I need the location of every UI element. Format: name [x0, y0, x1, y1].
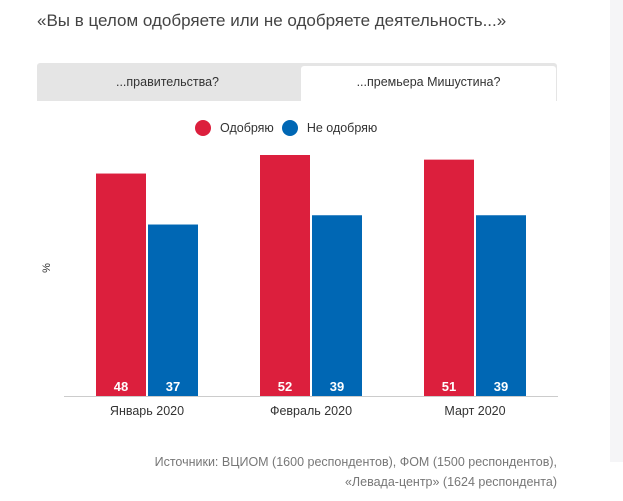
bar-disapprove — [476, 215, 526, 396]
source-line-1: Источники: ВЦИОМ (1600 респондентов), ФО… — [154, 455, 557, 469]
legend-dot-approve — [195, 120, 211, 136]
y-axis-label: % — [40, 263, 53, 273]
bar-disapprove — [312, 215, 362, 396]
legend-item-approve[interactable]: Одобряю — [195, 120, 274, 136]
bar-value-label: 52 — [278, 379, 292, 394]
bar-value-label: 39 — [330, 379, 344, 394]
x-tick-label: Февраль 2020 — [270, 404, 352, 418]
chart-title: «Вы в целом одобряете или не одобряете д… — [37, 11, 507, 30]
legend-label: Не одобряю — [306, 121, 378, 135]
x-tick-label: Январь 2020 — [110, 404, 184, 418]
bar-approve — [424, 159, 474, 396]
side-panel — [610, 0, 623, 462]
legend: Одобряю Не одобряю — [195, 120, 385, 136]
tab-bar: ...правительства? ...премьера Мишустина? — [37, 63, 557, 101]
tab-premier-mishustin[interactable]: ...премьера Мишустина? — [301, 66, 556, 101]
legend-label: Одобряю — [220, 121, 274, 135]
bar-value-label: 37 — [166, 379, 180, 394]
x-tick-label: Март 2020 — [444, 404, 505, 418]
legend-item-disapprove[interactable]: Не одобряю — [281, 120, 378, 136]
bar-value-label: 48 — [114, 379, 128, 394]
bar-approve — [96, 173, 146, 396]
bar-value-label: 39 — [494, 379, 508, 394]
bar-disapprove — [148, 224, 198, 396]
tab-government[interactable]: ...правительства? — [115, 75, 220, 89]
source-line-2: «Левада-центр» (1624 респондента) — [344, 475, 557, 489]
legend-dot-disapprove — [281, 120, 298, 136]
source-note: Источники: ВЦИОМ (1600 респондентов), ФО… — [155, 452, 557, 492]
bar-approve — [260, 155, 310, 396]
bar-value-label: 51 — [442, 379, 456, 394]
